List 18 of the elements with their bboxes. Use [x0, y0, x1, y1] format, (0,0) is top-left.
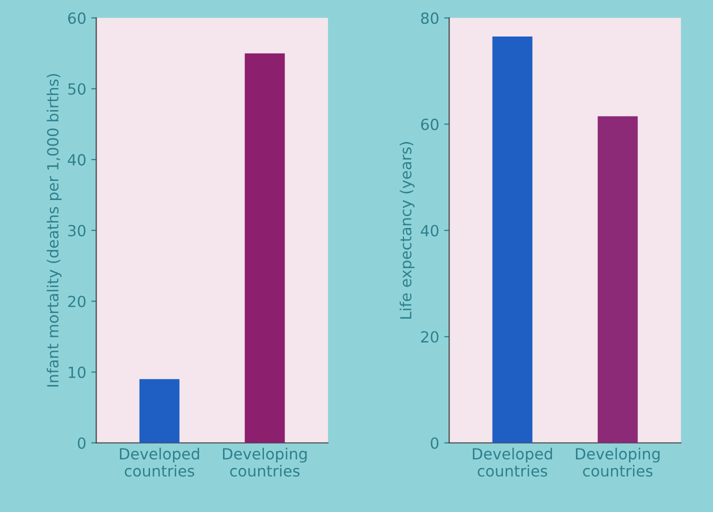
- y-tick-label: 50: [68, 83, 86, 95]
- x-tick-label: Developed countries: [472, 448, 552, 477]
- y-tick-label: 20: [421, 331, 438, 343]
- y-tick-label: 30: [68, 224, 86, 236]
- y-tick-label: 80: [421, 12, 438, 24]
- y-tick-label: 0: [78, 437, 86, 449]
- y-axis-title: Infant mortality (deaths per 1,000 births): [46, 74, 62, 387]
- y-tick-label: 40: [68, 154, 86, 166]
- y-tick-label: 10: [68, 366, 86, 378]
- y-tick-label: 20: [68, 296, 86, 308]
- x-tick-label: Developing countries: [223, 448, 307, 477]
- x-tick-label: Developing countries: [576, 448, 660, 477]
- x-tick-label: Developed countries: [120, 448, 200, 477]
- y-tick-label: 0: [430, 437, 438, 449]
- y-tick-label: 40: [420, 224, 438, 236]
- y-tick-label: 60: [421, 118, 438, 130]
- y-axis-title: Life expectancy (years): [400, 142, 414, 319]
- y-tick-label: 60: [68, 12, 86, 24]
